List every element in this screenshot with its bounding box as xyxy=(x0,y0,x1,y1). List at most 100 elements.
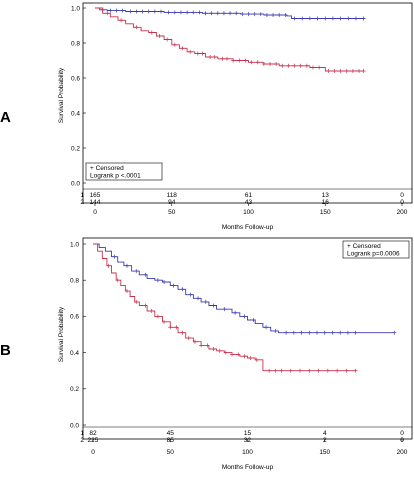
censor-mark-group-1 xyxy=(264,13,269,17)
censor-mark-group-2 xyxy=(165,37,170,42)
censor-mark-group-2 xyxy=(307,368,312,373)
censor-mark-group-1 xyxy=(284,330,289,335)
censor-mark-group-2 xyxy=(273,368,278,373)
y-tick-label: 0.2 xyxy=(70,386,79,393)
y-tick-label: 0.0 xyxy=(71,180,80,187)
censor-mark-group-1 xyxy=(264,325,269,330)
risk-value: 16 xyxy=(322,199,330,206)
censor-mark-group-2 xyxy=(149,308,154,313)
y-tick-label: 1.0 xyxy=(71,5,80,12)
x-tick-label: 150 xyxy=(320,209,331,216)
risk-value: 45 xyxy=(167,430,175,437)
y-tick-label: 0.0 xyxy=(70,422,79,429)
censor-mark-group-2 xyxy=(242,354,247,359)
censor-mark-group-2 xyxy=(134,299,139,304)
censor-mark-group-2 xyxy=(243,58,248,63)
risk-value: 118 xyxy=(167,192,178,199)
censor-mark-group-2 xyxy=(316,368,321,373)
y-tick-label: 0.8 xyxy=(70,278,79,285)
x-tick-label: 200 xyxy=(397,449,408,456)
censor-mark-group-2 xyxy=(217,348,222,353)
chart-panel-b: B 0.0 0.2 0.4 0.6 0.8 1.0 Survival Probability 0… xyxy=(0,237,413,471)
censor-mark-group-1 xyxy=(307,16,312,21)
x-tick-label: 0 xyxy=(91,449,95,456)
x-tick-label: 100 xyxy=(242,449,253,456)
censor-mark-group-2 xyxy=(230,352,235,357)
censor-mark-group-2 xyxy=(344,69,349,73)
censor-mark-group-1 xyxy=(162,280,167,285)
risk-row-label: 2 xyxy=(80,437,84,444)
legend-censored-label: + Censored xyxy=(90,165,124,172)
censor-mark-group-1 xyxy=(322,330,327,335)
risk-value: 0 xyxy=(400,437,404,444)
censor-mark-group-1 xyxy=(146,9,151,14)
censor-mark-group-2 xyxy=(317,65,322,70)
censor-mark-group-2 xyxy=(332,69,337,73)
censor-mark-group-2 xyxy=(162,319,167,324)
panel-letter: B xyxy=(0,342,11,359)
risk-value: 82 xyxy=(89,430,97,437)
censor-mark-group-1 xyxy=(222,307,227,312)
censor-mark-group-1 xyxy=(307,330,312,335)
censor-mark-group-1 xyxy=(251,318,256,323)
censor-mark-group-1 xyxy=(292,16,297,21)
censor-mark-group-1 xyxy=(188,292,193,297)
censor-mark-group-2 xyxy=(249,60,254,65)
censor-mark-group-2 xyxy=(134,25,139,30)
censor-mark-group-2 xyxy=(286,63,291,68)
censor-mark-group-2 xyxy=(310,65,315,70)
x-tick-label: 150 xyxy=(319,449,330,456)
y-tick-label: 0.4 xyxy=(70,350,79,357)
censor-mark-group-2 xyxy=(168,325,173,330)
censor-mark-group-1 xyxy=(273,328,278,333)
censor-mark-group-1 xyxy=(392,330,397,335)
censor-mark-group-2 xyxy=(119,18,124,23)
y-tick-label: 0.6 xyxy=(70,314,79,321)
censor-mark-group-1 xyxy=(178,10,183,15)
censor-mark-group-1 xyxy=(258,12,263,17)
censor-mark-group-1 xyxy=(221,11,226,16)
censor-mark-group-1 xyxy=(180,287,185,292)
y-tick-label: 0.6 xyxy=(71,75,80,82)
y-axis-title: Survival Probability xyxy=(58,67,65,123)
censor-mark-group-1 xyxy=(191,10,196,15)
censor-mark-group-1 xyxy=(233,310,238,315)
censor-mark-group-1 xyxy=(134,9,139,14)
censor-mark-group-1 xyxy=(234,11,239,16)
censor-mark-group-1 xyxy=(315,16,320,21)
censor-mark-group-2 xyxy=(208,55,213,59)
risk-value: 225 xyxy=(88,437,99,444)
censor-mark-group-2 xyxy=(143,303,148,308)
risk-value: 0 xyxy=(400,199,404,206)
legend-box xyxy=(85,162,163,181)
risk-row-label: 1 xyxy=(80,192,84,199)
censor-mark-group-2 xyxy=(199,343,204,348)
risk-value: 0 xyxy=(400,430,404,437)
censor-mark-group-1 xyxy=(271,13,276,17)
censor-mark-group-1 xyxy=(215,11,220,16)
censor-mark-group-1 xyxy=(246,12,251,17)
legend-box xyxy=(342,240,410,259)
censor-mark-group-2 xyxy=(292,63,297,68)
censor-mark-group-1 xyxy=(299,330,304,335)
censor-mark-group-2 xyxy=(188,49,193,54)
risk-row-label: 1 xyxy=(80,430,84,437)
censor-mark-group-1 xyxy=(361,16,366,21)
censor-mark-group-2 xyxy=(172,42,177,47)
censor-mark-group-2 xyxy=(105,11,110,16)
censor-mark-group-2 xyxy=(155,314,160,319)
censor-mark-group-2 xyxy=(195,51,200,56)
censor-mark-group-1 xyxy=(211,303,216,308)
censor-mark-group-1 xyxy=(338,16,343,21)
censor-mark-group-1 xyxy=(345,330,350,335)
risk-value: 43 xyxy=(245,199,253,206)
censor-mark-group-2 xyxy=(267,368,272,373)
censor-mark-group-2 xyxy=(200,51,205,56)
censor-mark-group-1 xyxy=(291,330,296,335)
censor-mark-group-2 xyxy=(220,56,225,61)
censor-mark-group-1 xyxy=(330,16,335,21)
censor-mark-group-1 xyxy=(140,9,145,14)
censor-mark-group-2 xyxy=(186,336,191,341)
censor-mark-group-1 xyxy=(159,9,164,14)
